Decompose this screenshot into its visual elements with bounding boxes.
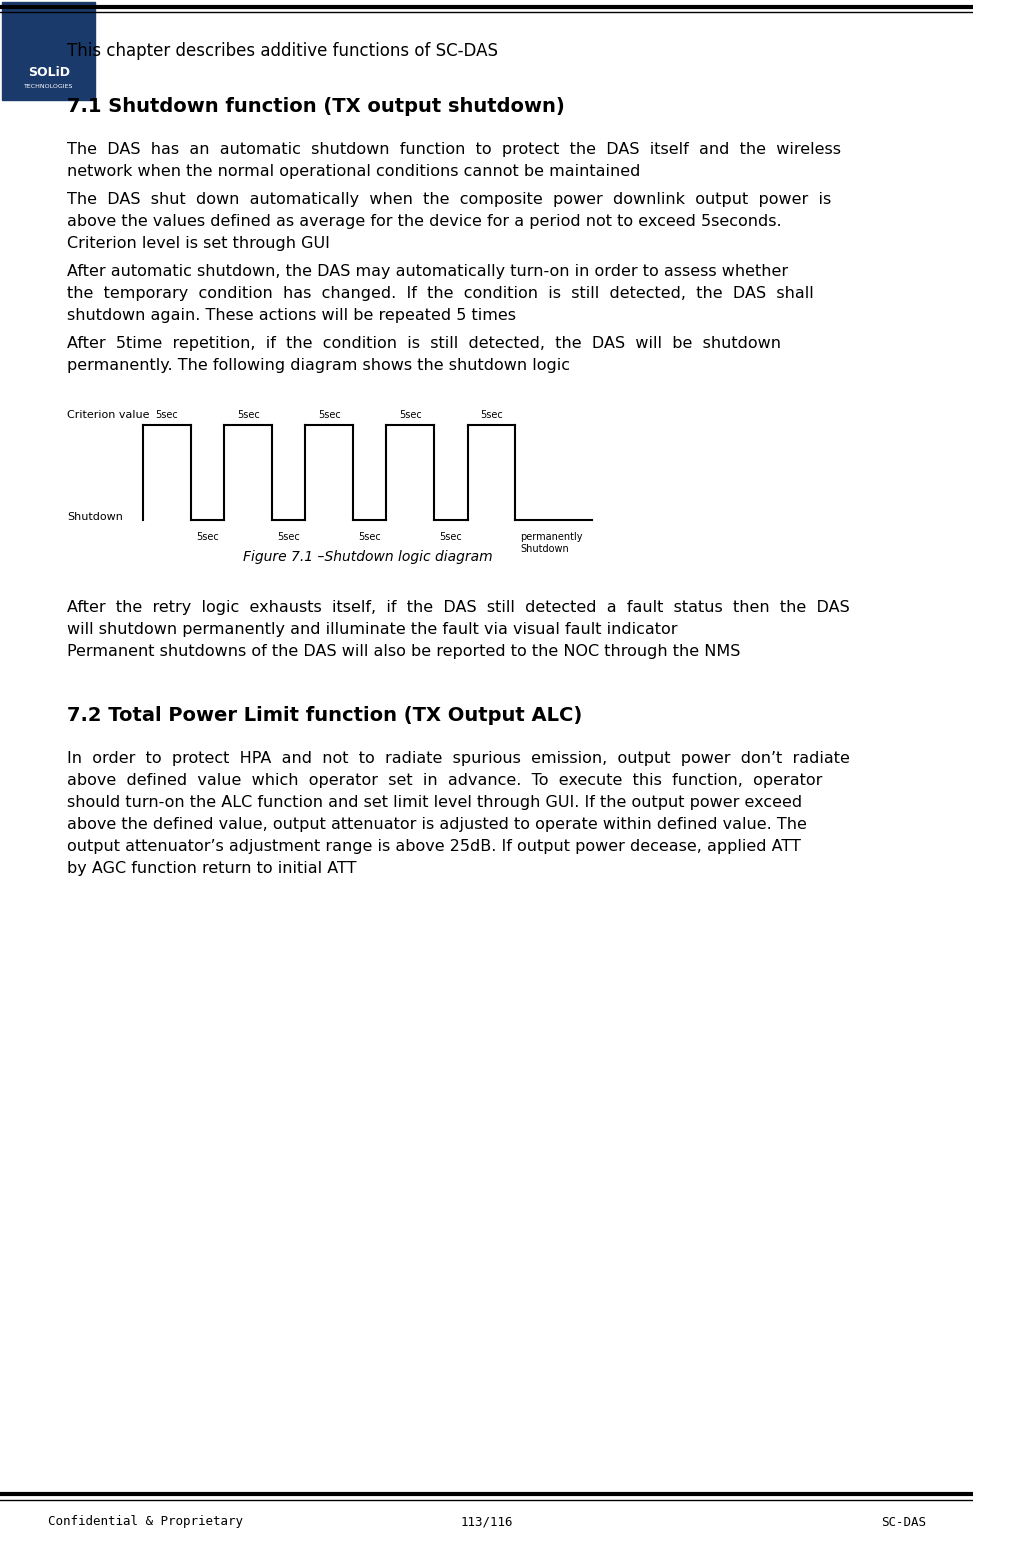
Text: 5sec: 5sec [398, 409, 421, 420]
Text: 5sec: 5sec [439, 533, 462, 542]
Text: by AGC function return to initial ATT: by AGC function return to initial ATT [66, 861, 356, 876]
Text: In  order  to  protect  HPA  and  not  to  radiate  spurious  emission,  output : In order to protect HPA and not to radia… [66, 751, 849, 765]
Text: 5sec: 5sec [318, 409, 340, 420]
Text: After  5time  repetition,  if  the  condition  is  still  detected,  the  DAS  w: After 5time repetition, if the condition… [66, 336, 780, 351]
Text: above the defined value, output attenuator is adjusted to operate within defined: above the defined value, output attenuat… [66, 817, 806, 833]
Text: After  the  retry  logic  exhausts  itself,  if  the  DAS  still  detected  a  f: After the retry logic exhausts itself, i… [66, 600, 849, 615]
Text: Confidential & Proprietary: Confidential & Proprietary [48, 1515, 243, 1529]
Text: network when the normal operational conditions cannot be maintained: network when the normal operational cond… [66, 164, 640, 180]
Text: Criterion level is set through GUI: Criterion level is set through GUI [66, 236, 329, 251]
Text: SC-DAS: SC-DAS [879, 1515, 925, 1529]
Text: The  DAS  has  an  automatic  shutdown  function  to  protect  the  DAS  itself : The DAS has an automatic shutdown functi… [66, 142, 840, 158]
Text: Shutdown: Shutdown [66, 512, 122, 522]
Text: TECHNOLOGIES: TECHNOLOGIES [24, 84, 73, 89]
Text: SOLiD: SOLiD [28, 66, 69, 78]
Bar [2, 2, 96, 100]
Text: above the values defined as average for the device for a period not to exceed 5s: above the values defined as average for … [66, 214, 781, 230]
Text: 5sec: 5sec [236, 409, 259, 420]
Text: the  temporary  condition  has  changed.  If  the  condition  is  still  detecte: the temporary condition has changed. If … [66, 286, 813, 301]
Text: output attenuator’s adjustment range is above 25dB. If output power decease, app: output attenuator’s adjustment range is … [66, 839, 800, 854]
Text: 7.2 Total Power Limit function (TX Output ALC): 7.2 Total Power Limit function (TX Outpu… [66, 706, 582, 725]
Text: 7.1 Shutdown function (TX output shutdown): 7.1 Shutdown function (TX output shutdow… [66, 97, 564, 116]
Text: 5sec: 5sec [196, 533, 219, 542]
Text: will shutdown permanently and illuminate the fault via visual fault indicator: will shutdown permanently and illuminate… [66, 622, 677, 637]
Text: permanently
Shutdown: permanently Shutdown [520, 533, 582, 553]
Text: 5sec: 5sec [156, 409, 178, 420]
Text: Permanent shutdowns of the DAS will also be reported to the NOC through the NMS: Permanent shutdowns of the DAS will also… [66, 644, 740, 659]
Text: above  defined  value  which  operator  set  in  advance.  To  execute  this  fu: above defined value which operator set i… [66, 773, 821, 787]
Text: 5sec: 5sec [277, 533, 300, 542]
Text: 5sec: 5sec [480, 409, 502, 420]
Text: permanently. The following diagram shows the shutdown logic: permanently. The following diagram shows… [66, 358, 570, 373]
Text: This chapter describes additive functions of SC-DAS: This chapter describes additive function… [66, 42, 497, 59]
Text: should turn-on the ALC function and set limit level through GUI. If the output p: should turn-on the ALC function and set … [66, 795, 801, 811]
Text: shutdown again. These actions will be repeated 5 times: shutdown again. These actions will be re… [66, 308, 516, 323]
Text: Criterion value: Criterion value [66, 409, 149, 420]
Text: After automatic shutdown, the DAS may automatically turn-on in order to assess w: After automatic shutdown, the DAS may au… [66, 264, 787, 280]
Text: Figure 7.1 –Shutdown logic diagram: Figure 7.1 –Shutdown logic diagram [243, 550, 492, 564]
Text: 113/116: 113/116 [460, 1515, 513, 1529]
Text: 5sec: 5sec [358, 533, 381, 542]
Text: The  DAS  shut  down  automatically  when  the  composite  power  downlink  outp: The DAS shut down automatically when the… [66, 192, 830, 208]
